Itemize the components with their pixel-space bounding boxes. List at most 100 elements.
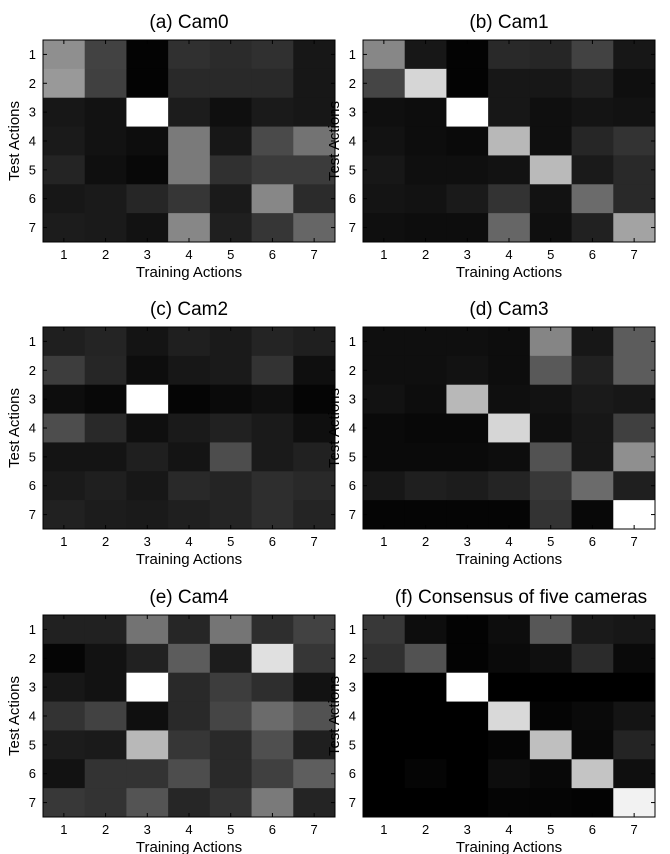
y-axis-label: Test Actions	[326, 676, 343, 756]
heatmap-cell-r6-c1	[43, 759, 86, 789]
heatmap-cell-r3-c6	[571, 672, 614, 703]
heatmap-cell-r5-c6	[571, 442, 614, 472]
heatmap-cell-r6-c1	[43, 471, 86, 501]
heatmap-cell-r4-c4	[488, 126, 531, 156]
heatmap-cell-r6-c2	[404, 759, 447, 789]
heatmap-cell-r5-c3	[446, 442, 489, 472]
heatmap-cell-r5-c1	[43, 442, 86, 472]
heatmap-cell-r6-c4	[168, 471, 211, 501]
x-axis-label: Training Actions	[136, 264, 242, 281]
heatmap-cell-r4-c7	[613, 701, 656, 731]
heatmap-cell-r7-c6	[251, 500, 294, 530]
heatmap-cell-r5-c4	[488, 730, 531, 760]
y-axis-label: Test Actions	[6, 388, 23, 468]
heatmap-cell-r6-c2	[404, 184, 447, 214]
heatmap-cell-r7-c4	[488, 500, 531, 530]
x-tick-label-2: 2	[102, 247, 109, 262]
heatmap-cell-r4-c5	[529, 701, 573, 731]
heatmap-cell-r7-c1	[363, 500, 406, 530]
y-tick-label-2: 2	[29, 76, 36, 91]
heatmap-cell-r2-c1	[43, 68, 86, 99]
heatmap-panel-cam2: 1 2 3 4 5 6 7 1 2 3 4 5 6 7 (c) Cam2 Training Actions Te…	[6, 299, 336, 568]
heatmap-cell-r3-c2	[84, 384, 127, 415]
heatmap-cell-r4-c5	[209, 701, 253, 731]
heatmap-cell-r5-c1	[43, 730, 86, 760]
heatmap-cell-r6-c6	[251, 759, 294, 789]
heatmap-cell-r6-c7	[613, 471, 656, 501]
heatmap-cell-r4-c6	[251, 126, 294, 156]
x-tick-label-1: 1	[380, 822, 387, 837]
heatmap-cell-r4-c6	[251, 701, 294, 731]
heatmap-cell-r3-c4	[488, 672, 531, 703]
heatmap-cells	[363, 615, 656, 818]
heatmap-cell-r5-c7	[293, 155, 336, 185]
heatmap-cell-r5-c7	[613, 730, 656, 760]
heatmap-cell-r6-c3	[126, 184, 169, 214]
heatmap-cell-r3-c6	[251, 672, 294, 703]
y-tick-label-6: 6	[29, 191, 36, 206]
x-tick-label-6: 6	[589, 822, 596, 837]
heatmap-cell-r6-c6	[571, 759, 614, 789]
heatmap-cell-r7-c6	[571, 500, 614, 530]
heatmap-cell-r1-c2	[404, 40, 447, 70]
heatmap-cell-r3-c4	[168, 672, 211, 703]
heatmap-cell-r5-c1	[363, 155, 406, 185]
heatmap-cell-r7-c2	[84, 213, 127, 243]
x-tick-label-2: 2	[422, 534, 429, 549]
heatmap-cell-r7-c7	[613, 213, 656, 243]
heatmap-cell-r3-c1	[43, 97, 86, 128]
heatmap-cell-r4-c6	[571, 126, 614, 156]
heatmap-cell-r2-c3	[126, 68, 169, 99]
heatmap-cell-r1-c6	[571, 615, 614, 645]
y-tick-label-5: 5	[349, 162, 356, 177]
x-tick-label-1: 1	[60, 822, 67, 837]
heatmap-cell-r1-c5	[529, 327, 573, 357]
heatmap-cell-r1-c3	[446, 40, 489, 70]
heatmap-cell-r6-c7	[293, 759, 336, 789]
heatmap-cell-r5-c3	[126, 442, 169, 472]
heatmap-cell-r5-c5	[529, 730, 573, 760]
heatmap-cells	[43, 327, 336, 530]
heatmap-cell-r5-c1	[43, 155, 86, 185]
heatmap-cell-r3-c2	[404, 97, 447, 128]
panel-title-cam1: (b) Cam1	[469, 12, 548, 33]
heatmap-cell-r1-c3	[126, 40, 169, 70]
heatmap-cells	[363, 327, 656, 530]
heatmap-cell-r6-c1	[363, 759, 406, 789]
heatmap-cell-r2-c2	[84, 643, 127, 674]
heatmap-cell-r3-c3	[446, 384, 489, 415]
y-tick-label-1: 1	[349, 47, 356, 62]
heatmap-cell-r1-c1	[363, 327, 406, 357]
heatmap-cell-r6-c1	[363, 184, 406, 214]
heatmap-cell-r4-c4	[488, 413, 531, 443]
y-tick-label-4: 4	[349, 134, 356, 149]
heatmap-cell-r2-c7	[293, 643, 336, 674]
y-tick-label-7: 7	[349, 220, 356, 235]
heatmap-cell-r6-c6	[571, 184, 614, 214]
heatmap-cell-r5-c2	[404, 442, 447, 472]
heatmap-cell-r2-c4	[488, 68, 531, 99]
heatmap-cell-r5-c2	[404, 155, 447, 185]
heatmap-cell-r2-c2	[404, 643, 447, 674]
heatmap-cell-r6-c1	[363, 471, 406, 501]
heatmap-cell-r7-c2	[84, 788, 127, 818]
y-tick-label-1: 1	[29, 334, 36, 349]
heatmap-cell-r4-c1	[363, 701, 406, 731]
heatmap-cell-r6-c3	[126, 471, 169, 501]
heatmap-cell-r4-c3	[126, 126, 169, 156]
heatmap-cell-r4-c4	[168, 126, 211, 156]
heatmap-cell-r1-c2	[404, 615, 447, 645]
y-tick-label-3: 3	[349, 105, 356, 120]
heatmap-cell-r4-c7	[293, 701, 336, 731]
x-tick-label-7: 7	[311, 822, 318, 837]
x-axis-label: Training Actions	[136, 551, 242, 568]
y-tick-label-2: 2	[29, 651, 36, 666]
heatmap-cell-r4-c1	[363, 413, 406, 443]
heatmap-cell-r1-c1	[43, 327, 86, 357]
x-tick-label-4: 4	[185, 534, 192, 549]
heatmap-cell-r2-c3	[446, 68, 489, 99]
heatmap-cell-r3-c5	[209, 384, 253, 415]
heatmap-panel-cam0: 1 2 3 4 5 6 7 1 2 3 4 5 6 7 (a) Cam0 Training Actions Te…	[6, 12, 336, 281]
heatmap-cell-r5-c5	[209, 730, 253, 760]
heatmap-cell-r7-c4	[488, 788, 531, 818]
